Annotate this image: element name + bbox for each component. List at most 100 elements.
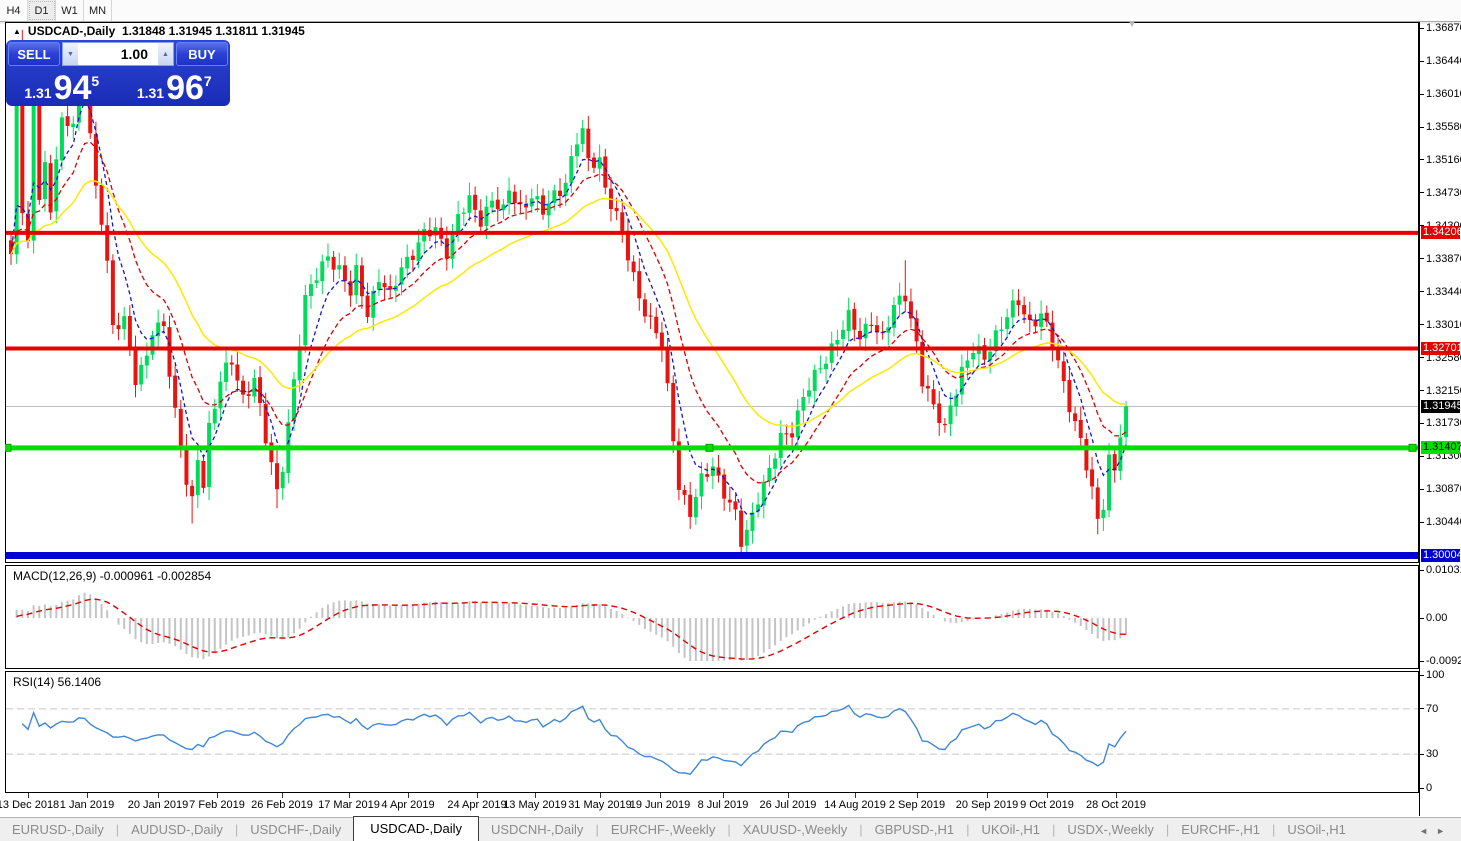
candle-body — [722, 474, 727, 499]
axis-tick-mark — [1419, 258, 1424, 259]
ma-slow-line — [10, 180, 1127, 428]
candle-body — [275, 463, 280, 490]
candle-body — [1107, 454, 1112, 511]
candle-body — [1056, 347, 1061, 361]
tab-ukoil-h1[interactable]: UKOil-,H1 — [981, 822, 1040, 837]
tab-eurchf-weekly[interactable]: EURCHF-,Weekly — [610, 822, 716, 837]
candle-body — [659, 332, 664, 350]
tab-eurusd-daily[interactable]: EURUSD-,Daily — [12, 822, 104, 837]
rsi-indicator-panel[interactable] — [5, 671, 1419, 793]
candle-body — [116, 325, 121, 330]
tab-usdchf-daily[interactable]: USDCHF-,Daily — [250, 822, 342, 837]
tab-xauusd-weekly[interactable]: XAUUSD-,Weekly — [742, 822, 848, 837]
timeframe-button-d1[interactable]: D1 — [28, 0, 56, 21]
candle-body — [705, 474, 710, 477]
volume-input[interactable] — [78, 43, 158, 65]
candle-body — [739, 510, 744, 547]
candle-body — [376, 282, 381, 290]
candle-body — [773, 458, 778, 469]
sell-price-display[interactable]: 1.31 94 5 — [24, 69, 100, 107]
chart-shift-marker-icon[interactable]: ▼ — [1127, 19, 1137, 30]
candle-body — [580, 128, 585, 145]
line-drag-handle[interactable] — [1408, 443, 1417, 452]
candle-body — [863, 323, 868, 339]
candle-body — [801, 397, 806, 411]
buy-price-display[interactable]: 1.31 96 7 — [136, 69, 212, 107]
candle-body — [750, 512, 755, 531]
date-tick-label: 7 Feb 2019 — [189, 799, 245, 811]
price-tick-label: 1.34730 — [1426, 186, 1461, 199]
candle-body — [139, 364, 144, 385]
candle-body — [835, 340, 840, 345]
tab-usdx-weekly[interactable]: USDX-,Weekly — [1067, 822, 1154, 837]
buy-button[interactable]: BUY — [176, 42, 228, 66]
candle-body — [190, 485, 195, 497]
candle-body — [65, 116, 70, 127]
candle-body — [71, 123, 76, 128]
candle-body — [744, 529, 749, 546]
date-tick-label: 24 Apr 2019 — [447, 799, 507, 811]
candle-body — [1044, 312, 1049, 322]
tab-scroll-left-icon[interactable]: ◄ — [1419, 826, 1437, 836]
date-tick-mark — [158, 793, 159, 798]
candle-body — [761, 481, 766, 506]
tab-gbpusd-h1[interactable]: GBPUSD-,H1 — [874, 822, 955, 837]
macd-tick-label: 0.010311 — [1426, 564, 1461, 576]
candle-body — [292, 379, 296, 422]
tab-usoil-h1[interactable]: USOil-,H1 — [1287, 822, 1346, 837]
price-tick-label: 1.36010 — [1426, 88, 1461, 101]
tab-scroll-right-icon[interactable]: ► — [1436, 826, 1453, 836]
candle-body — [1016, 300, 1021, 306]
line-drag-handle[interactable] — [705, 443, 714, 452]
axis-tick-mark — [1419, 661, 1424, 662]
date-tick-mark — [87, 793, 88, 798]
rsi-tick-label: 70 — [1426, 702, 1439, 715]
candle-body — [688, 494, 693, 517]
axis-tick-mark — [1419, 192, 1424, 193]
tab-separator: | — [115, 822, 120, 837]
candle-body — [235, 364, 240, 381]
macd-indicator-panel[interactable] — [5, 565, 1419, 669]
price-chart[interactable] — [5, 22, 1419, 563]
candle-body — [484, 206, 489, 226]
axis-tick-mark — [1419, 61, 1424, 62]
date-tick-label: 13 Dec 2018 — [0, 799, 60, 811]
candle-body — [925, 385, 930, 389]
tab-usdcad-daily[interactable]: USDCAD-,Daily — [353, 816, 479, 841]
timeframe-button-h4[interactable]: H4 — [0, 0, 28, 21]
axis-tick-mark — [1419, 675, 1424, 676]
candle-body — [382, 283, 387, 288]
axis-tick-mark — [1419, 127, 1424, 128]
candle-body — [937, 403, 942, 423]
volume-decrease-button[interactable]: ▼ — [63, 43, 78, 65]
volume-control: ▼ ▲ — [62, 42, 174, 66]
timeframe-button-w1[interactable]: W1 — [56, 0, 84, 21]
candle-body — [144, 355, 149, 366]
candle-body — [212, 408, 217, 424]
candle-body — [614, 207, 619, 212]
tab-eurchf-h1[interactable]: EURCHF-,H1 — [1181, 822, 1260, 837]
sell-button[interactable]: SELL — [8, 42, 60, 66]
date-tick-mark — [660, 793, 661, 798]
volume-increase-button[interactable]: ▲ — [158, 43, 173, 65]
axis-tick-mark — [1419, 570, 1424, 571]
date-tick-label: 17 Mar 2019 — [318, 799, 380, 811]
timeframe-toolbar: H4 D1 W1 MN — [0, 0, 1461, 22]
candle-body — [229, 362, 234, 365]
candle-body — [563, 182, 568, 196]
line-drag-handle[interactable] — [5, 443, 12, 452]
candle-body — [818, 368, 823, 370]
candle-body — [1005, 317, 1010, 330]
collapse-panel-icon[interactable]: ▲ — [13, 27, 21, 36]
tab-usdcnh-daily[interactable]: USDCNH-,Daily — [490, 822, 584, 837]
candle-body — [99, 185, 104, 225]
candle-body — [399, 267, 404, 285]
tab-audusd-daily[interactable]: AUDUSD-,Daily — [131, 822, 223, 837]
rsi-line — [21, 704, 1127, 775]
candle-body — [1050, 322, 1055, 349]
axis-tick-mark — [1419, 28, 1424, 29]
timeframe-button-mn[interactable]: MN — [84, 0, 112, 21]
macd-tick-label: 0.00 — [1426, 612, 1448, 625]
axis-tick-mark — [1419, 159, 1424, 160]
